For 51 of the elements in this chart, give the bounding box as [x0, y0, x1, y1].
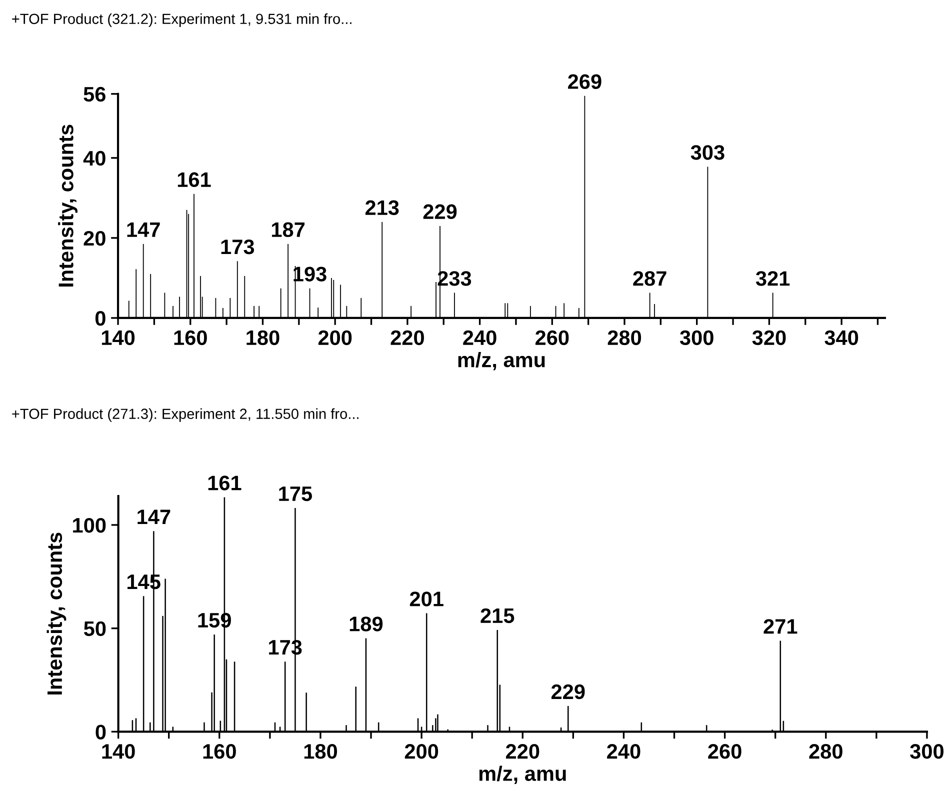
y-tick-label: 20	[84, 230, 106, 246]
annotation: 175	[279, 486, 312, 502]
y-tick-label: 0	[95, 310, 106, 326]
chart-title: +TOF Product (271.3): Experiment 2, 11.550 min fro...	[12, 408, 358, 422]
x-tick-label: 160	[203, 744, 236, 759]
x-tick-label: 300	[680, 330, 714, 346]
annotation: 201	[410, 592, 444, 606]
annotation: 147	[127, 222, 160, 237]
y-tick-label: 50	[84, 621, 106, 636]
y-tick-label: 100	[73, 518, 106, 533]
annotation: 269	[568, 74, 602, 90]
x-axis-title: m/z, amu	[458, 352, 545, 370]
x-tick-label: 280	[809, 744, 842, 759]
x-tick-label: 320	[752, 330, 786, 346]
annotation: 161	[178, 172, 211, 188]
x-tick-label: 280	[608, 330, 642, 346]
x-tick-label: 200	[318, 330, 352, 346]
annotation: 189	[350, 616, 383, 632]
annotation: 173	[221, 240, 254, 254]
annotation: 287	[633, 271, 666, 286]
x-tick-label: 220	[506, 744, 540, 759]
annotation: 215	[480, 608, 514, 624]
x-tick-label: 340	[824, 330, 858, 346]
x-tick-label: 260	[708, 744, 742, 759]
y-tick-label: 40	[83, 150, 106, 166]
x-tick-label: 140	[102, 744, 135, 759]
annotation: 147	[138, 510, 170, 524]
x-tick-label: 140	[102, 330, 135, 346]
x-tick-label: 180	[304, 744, 337, 759]
annotation: 161	[208, 476, 242, 490]
x-tick-label: 200	[404, 744, 438, 759]
x-axis-title: m/z, amu	[479, 766, 566, 784]
annotation: 303	[690, 145, 724, 160]
x-tick-label: 220	[390, 330, 424, 346]
annotation: 229	[423, 204, 457, 220]
y-axis-title: Intensity, counts	[58, 124, 78, 287]
annotation: 187	[272, 222, 305, 238]
chart-title: +TOF Product (321.2): Experiment 1, 9.531 min fro...	[12, 13, 352, 27]
annotation: 271	[764, 619, 798, 634]
y-tick-label: 56	[84, 86, 106, 102]
x-tick-label: 180	[246, 330, 280, 346]
annotation: 213	[365, 200, 399, 216]
x-tick-label: 240	[607, 744, 640, 759]
x-tick-label: 160	[174, 330, 207, 346]
x-tick-label: 240	[463, 330, 496, 346]
x-tick-label: 260	[535, 330, 569, 346]
x-tick-label: 300	[910, 744, 944, 759]
annotation: 321	[756, 271, 790, 286]
y-tick-label: 0	[96, 724, 106, 740]
annotation: 229	[551, 684, 585, 700]
y-axis-title: Intensity, counts	[46, 532, 66, 694]
